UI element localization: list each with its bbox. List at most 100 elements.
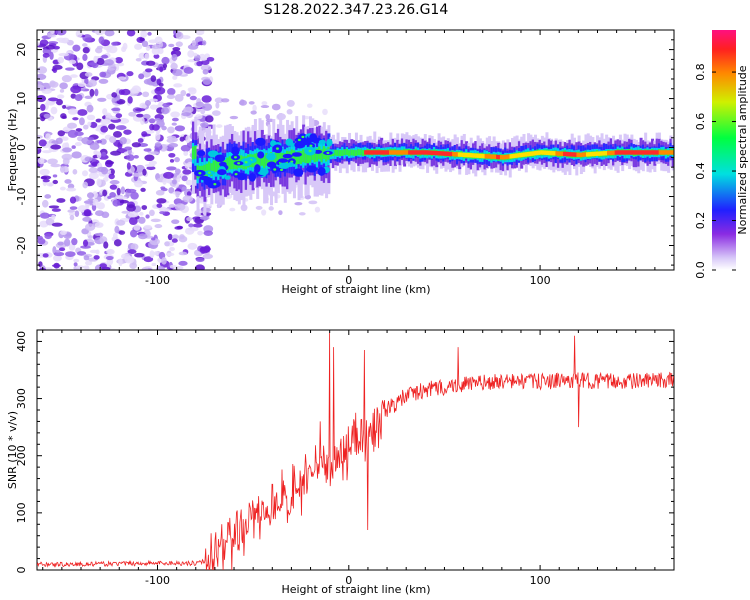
ridge-cell — [212, 160, 216, 174]
spectrogram-frame — [36, 29, 675, 271]
noise-blob — [201, 95, 212, 103]
noise-blob — [221, 98, 230, 103]
ridge-core — [419, 150, 422, 155]
ridge-cell — [230, 156, 234, 170]
noise-blob — [202, 69, 209, 75]
noise-blob — [127, 249, 137, 255]
noise-blob — [167, 126, 175, 134]
noise-blob — [108, 136, 117, 144]
noise-blob — [39, 39, 49, 47]
ridge-cell — [214, 159, 218, 173]
noise-blob — [80, 245, 92, 249]
noise-blob — [72, 117, 79, 121]
noise-blob — [77, 109, 88, 116]
noise-blob — [94, 232, 104, 237]
ridge-core — [624, 150, 627, 155]
noise-blob — [169, 264, 177, 269]
ridge-core — [635, 150, 638, 155]
noise-blob — [135, 58, 142, 62]
ridge-core — [528, 151, 531, 157]
noise-blob — [161, 107, 170, 115]
noise-blob — [176, 174, 181, 183]
snr-y-label: 400 — [15, 331, 28, 352]
ridge-blob — [248, 173, 256, 182]
ridge-cell — [272, 154, 276, 168]
noise-blob — [145, 68, 153, 73]
ridge-core — [664, 150, 667, 155]
noise-blob — [173, 83, 183, 88]
ridge-core — [645, 150, 648, 155]
noise-blob — [141, 267, 149, 270]
noise-blob — [56, 94, 65, 99]
noise-blob — [109, 180, 120, 185]
noise-blob — [86, 62, 98, 66]
snr-plot-area — [37, 332, 674, 570]
snr-y-label: 100 — [15, 502, 28, 523]
colorbar-tick-label: 0.0 — [694, 261, 707, 279]
ridge-cell — [265, 152, 269, 166]
noise-blob — [37, 84, 45, 92]
colorbar-tick-label: 0.2 — [694, 212, 707, 230]
ridge-blob-core — [275, 147, 279, 150]
ridge-core — [576, 152, 579, 157]
noise-blob — [140, 30, 148, 38]
noise-blob — [176, 225, 184, 229]
ridge-core — [390, 150, 394, 155]
ridge-core — [427, 150, 430, 155]
noise-blob — [169, 246, 175, 252]
noise-blob — [166, 166, 177, 171]
noise-blob — [104, 30, 115, 37]
noise-blob — [141, 131, 148, 137]
noise-blob — [252, 104, 257, 112]
noise-blob — [129, 229, 138, 238]
ridge-core — [534, 150, 537, 156]
snr-y-label: 0 — [15, 567, 28, 574]
noise-blob — [103, 241, 109, 249]
ridge-core — [454, 152, 457, 157]
noise-blob — [82, 170, 89, 177]
noise-blob — [67, 108, 78, 115]
ridge-core — [622, 150, 625, 155]
ridge-core — [411, 150, 415, 155]
ridge-core — [519, 152, 522, 158]
colorbar: 0.0 0.2 0.4 0.6 0.8 Normalized spectral ampl… — [694, 30, 749, 279]
noise-blob — [82, 53, 88, 62]
ridge-core — [396, 150, 399, 155]
ridge-cell — [309, 149, 313, 163]
ridge-core — [595, 151, 598, 156]
noise-blob — [68, 243, 76, 251]
noise-blob — [174, 168, 181, 175]
noise-blob — [56, 198, 66, 203]
noise-blob — [42, 150, 52, 154]
ridge-cell — [334, 149, 338, 156]
noise-blob — [195, 30, 205, 36]
noise-blob — [52, 179, 59, 185]
noise-blob — [119, 199, 129, 204]
noise-blob — [202, 103, 213, 111]
ridge-core — [490, 154, 493, 159]
ridge-core — [616, 150, 619, 155]
noise-blob — [179, 136, 185, 142]
noise-blob — [108, 123, 116, 130]
ridge-blob-core — [308, 149, 312, 153]
ridge-blob — [282, 153, 293, 159]
noise-blob — [98, 78, 109, 84]
noise-blob — [96, 139, 102, 144]
noise-blob — [42, 48, 52, 55]
noise-blob — [202, 78, 212, 85]
ridge-core — [448, 151, 451, 157]
ridge-core — [605, 150, 608, 156]
ridge-core — [639, 150, 642, 155]
noise-blob — [83, 200, 94, 204]
noise-blob — [55, 30, 67, 36]
noise-blob — [168, 152, 176, 158]
ridge-core — [373, 150, 376, 155]
ridge-blob — [214, 154, 226, 163]
noise-blob — [120, 88, 131, 96]
snr-x-label: 0 — [345, 574, 352, 587]
ridge-core — [471, 153, 474, 158]
noise-blob — [87, 136, 94, 141]
noise-blob — [107, 64, 117, 71]
noise-blob — [38, 139, 47, 147]
noise-blob — [75, 265, 85, 269]
